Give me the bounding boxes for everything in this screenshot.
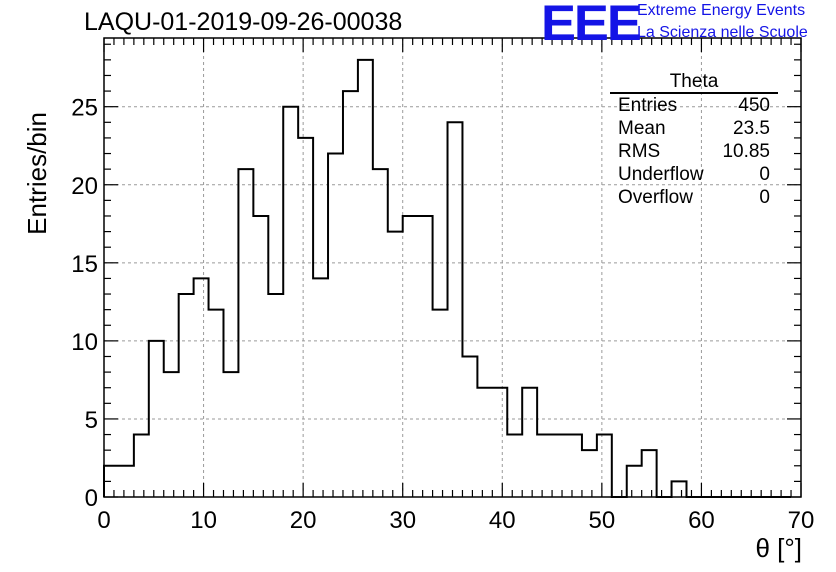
stats-label: Overflow [618, 187, 693, 208]
stats-value: 23.5 [733, 118, 770, 139]
stats-label: Mean [618, 118, 666, 139]
x-tick-label: 40 [489, 507, 516, 534]
x-tick-label: 30 [389, 507, 416, 534]
logo-text-line1: Extreme Energy Events [637, 2, 806, 19]
stats-row-underflow: Underflow 0 [610, 163, 778, 186]
y-tick-label: 20 [71, 173, 98, 200]
logo-text-line2: La Scienza nelle Scuole [637, 24, 808, 41]
stats-value: 450 [738, 95, 770, 116]
x-tick-label: 0 [97, 507, 110, 534]
x-tick-label: 50 [589, 507, 616, 534]
x-tick-label: 70 [788, 507, 815, 534]
x-tick-label: 10 [190, 507, 217, 534]
stats-row-mean: Mean 23.5 [610, 117, 778, 140]
y-tick-label: 5 [85, 407, 98, 434]
stats-value: 0 [759, 187, 770, 208]
grid-lines [104, 38, 801, 497]
stats-value: 10.85 [722, 141, 770, 162]
histogram-step-line [103, 58, 792, 498]
axes [103, 37, 802, 498]
y-tick-label: 10 [71, 329, 98, 356]
stats-row-overflow: Overflow 0 [610, 186, 778, 209]
x-tick-label: 20 [290, 507, 317, 534]
stats-box-title: Theta [610, 72, 778, 94]
stats-box: Theta Entries 450 Mean 23.5 RMS 10.85 Un… [610, 72, 778, 209]
stats-label: Entries [618, 95, 678, 116]
eee-logo-icon: EEE [541, 0, 642, 51]
stats-row-entries: Entries 450 [610, 94, 778, 117]
x-axis-label: θ [°] [755, 533, 802, 563]
y-tick-label: 0 [85, 485, 98, 512]
x-tick-label: 60 [688, 507, 715, 534]
chart-title: LAQU-01-2019-09-26-00038 [84, 8, 403, 36]
y-axis-label: Entries/bin [22, 112, 52, 235]
stats-row-rms: RMS 10.85 [610, 140, 778, 163]
y-tick-label: 25 [71, 95, 98, 122]
stats-value: 0 [759, 164, 770, 185]
stats-label: Underflow [618, 164, 704, 185]
stats-label: RMS [618, 141, 661, 162]
tick-labels: 0 10 20 30 40 50 60 70 0 5 10 15 20 25 [71, 95, 814, 534]
y-tick-label: 15 [71, 251, 98, 278]
